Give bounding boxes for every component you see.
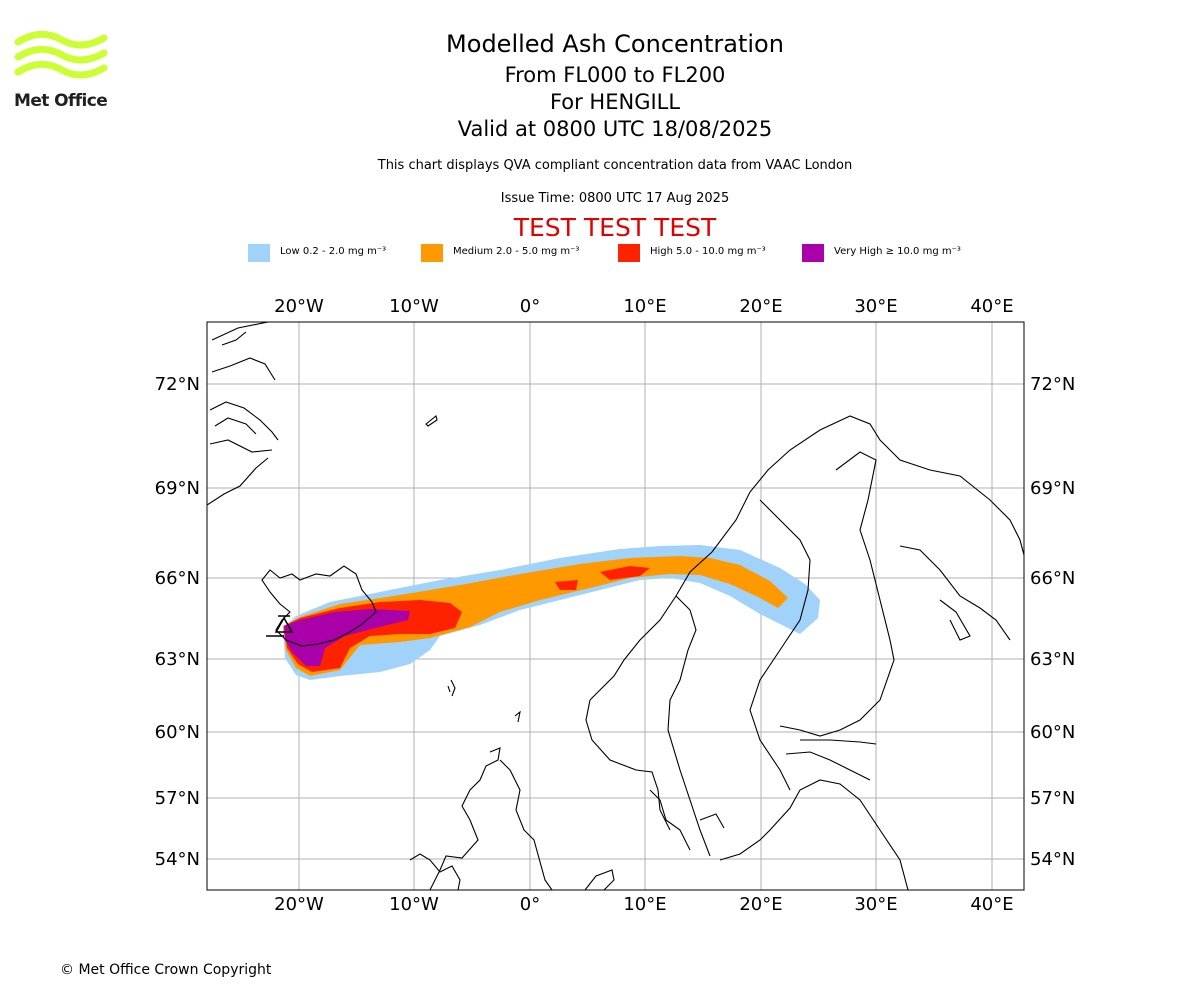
- subtitle: This chart displays QVA compliant concen…: [377, 158, 853, 173]
- coastlines: [207, 322, 1024, 890]
- issue-time: Issue Time: 0800 UTC 17 Aug 2025: [500, 191, 730, 206]
- legend-swatch-high: [618, 244, 640, 262]
- legend-swatch-low: [248, 244, 270, 262]
- legend-label-medium: Medium 2.0 - 5.0 mg m⁻³: [453, 246, 580, 257]
- lat-label-54n-right: 54°N: [1030, 849, 1075, 870]
- lon-label-40e-bottom: 40°E: [970, 894, 1013, 915]
- lon-label-10e-bottom: 10°E: [623, 894, 666, 915]
- lat-label-60n-right: 60°N: [1030, 722, 1075, 743]
- lon-label-10w: 10°W: [389, 296, 439, 317]
- volcano-marker-icon: [266, 615, 294, 637]
- met-office-logo-icon: [14, 30, 108, 79]
- lat-label-69n-right: 69°N: [1030, 478, 1075, 499]
- flight-levels: From FL000 to FL200: [504, 63, 726, 87]
- valid-time: Valid at 0800 UTC 18/08/2025: [457, 117, 773, 141]
- lon-label-20e-bottom: 20°E: [739, 894, 782, 915]
- lon-label-30e: 30°E: [854, 296, 897, 317]
- ash-very-high-region: [284, 609, 410, 666]
- legend-swatch-very-high: [802, 244, 824, 262]
- lon-labels-bottom: 20°W 10°W 0° 10°E 20°E 30°E 40°E: [274, 894, 1013, 915]
- lon-label-10w-bottom: 10°W: [389, 894, 439, 915]
- lat-label-57n: 57°N: [155, 788, 200, 809]
- lon-label-0-bottom: 0°: [520, 894, 540, 915]
- legend-label-high: High 5.0 - 10.0 mg m⁻³: [650, 246, 766, 257]
- lat-label-54n: 54°N: [155, 849, 200, 870]
- lon-label-0: 0°: [520, 296, 540, 317]
- chart-title: Modelled Ash Concentration: [446, 30, 784, 58]
- lat-label-57n-right: 57°N: [1030, 788, 1075, 809]
- lat-label-63n-right: 63°N: [1030, 649, 1075, 670]
- lat-label-66n-right: 66°N: [1030, 568, 1075, 589]
- lat-labels-right: 72°N 69°N 66°N 63°N 60°N 57°N 54°N: [1030, 374, 1075, 870]
- volcano-name: For HENGILL: [549, 90, 681, 114]
- lon-label-20e: 20°E: [739, 296, 782, 317]
- lat-labels-left: 72°N 69°N 66°N 63°N 60°N 57°N 54°N: [155, 374, 200, 870]
- lon-labels-top: 20°W 10°W 0° 10°E 20°E 30°E 40°E: [274, 296, 1013, 317]
- lat-label-60n: 60°N: [155, 722, 200, 743]
- copyright-notice: © Met Office Crown Copyright: [60, 962, 272, 978]
- lat-label-69n: 69°N: [155, 478, 200, 499]
- lon-label-20w: 20°W: [274, 296, 324, 317]
- legend-label-low: Low 0.2 - 2.0 mg m⁻³: [280, 246, 387, 257]
- map-frame: [206, 321, 1025, 891]
- lat-label-72n: 72°N: [155, 374, 200, 395]
- ash-high-patch-1: [555, 580, 578, 590]
- ash-high-patch-2: [600, 566, 650, 580]
- lat-label-66n: 66°N: [155, 568, 200, 589]
- lon-label-20w-bottom: 20°W: [274, 894, 324, 915]
- test-banner: TEST TEST TEST: [513, 213, 717, 242]
- legend-swatch-medium: [421, 244, 443, 262]
- lon-label-10e: 10°E: [623, 296, 666, 317]
- lat-label-72n-right: 72°N: [1030, 374, 1075, 395]
- logo-text: Met Office: [14, 91, 108, 111]
- lon-label-30e-bottom: 30°E: [854, 894, 897, 915]
- legend-label-very-high: Very High ≥ 10.0 mg m⁻³: [834, 246, 961, 257]
- lon-label-40e: 40°E: [970, 296, 1013, 317]
- lat-label-63n: 63°N: [155, 649, 200, 670]
